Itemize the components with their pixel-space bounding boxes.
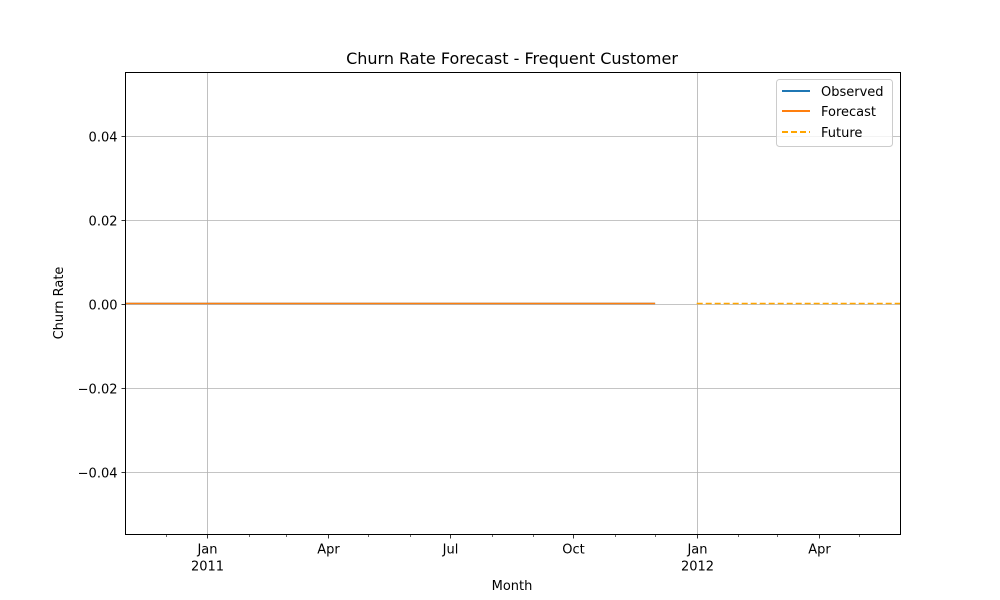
plot-area-frame: [125, 72, 901, 535]
legend-label-observed: Observed: [821, 85, 884, 100]
y-axis-label: Churn Rate: [52, 267, 67, 340]
x-tick-label: Jan: [196, 543, 217, 558]
x-axis-label: Month: [492, 579, 533, 594]
legend-label-forecast: Forecast: [821, 105, 876, 120]
y-tick-label: −0.02: [78, 383, 118, 398]
legend-box: [776, 79, 893, 147]
x-tick-year-label: 2012: [681, 560, 714, 575]
x-axis-ticks: Jan 2011 Apr Jul Oct Jan 2012 Apr: [166, 534, 860, 575]
y-tick-label: 0.04: [89, 131, 118, 146]
x-tick-label: Jul: [442, 543, 459, 558]
y-tick-label: −0.04: [78, 467, 118, 482]
y-tick-label: 0.00: [89, 299, 118, 314]
x-tick-label: Apr: [317, 543, 340, 558]
x-tick-label: Apr: [808, 543, 831, 558]
legend: Observed Forecast Future: [776, 79, 893, 147]
x-tick-label: Oct: [562, 543, 584, 558]
x-tick-label: Jan: [686, 543, 707, 558]
chart-title: Churn Rate Forecast - Frequent Customer: [346, 49, 678, 68]
y-axis-ticks: −0.04 −0.02 0.00 0.02 0.04: [78, 131, 126, 482]
legend-label-future: Future: [821, 126, 862, 141]
y-tick-label: 0.02: [89, 215, 118, 230]
x-tick-year-label: 2011: [191, 560, 224, 575]
